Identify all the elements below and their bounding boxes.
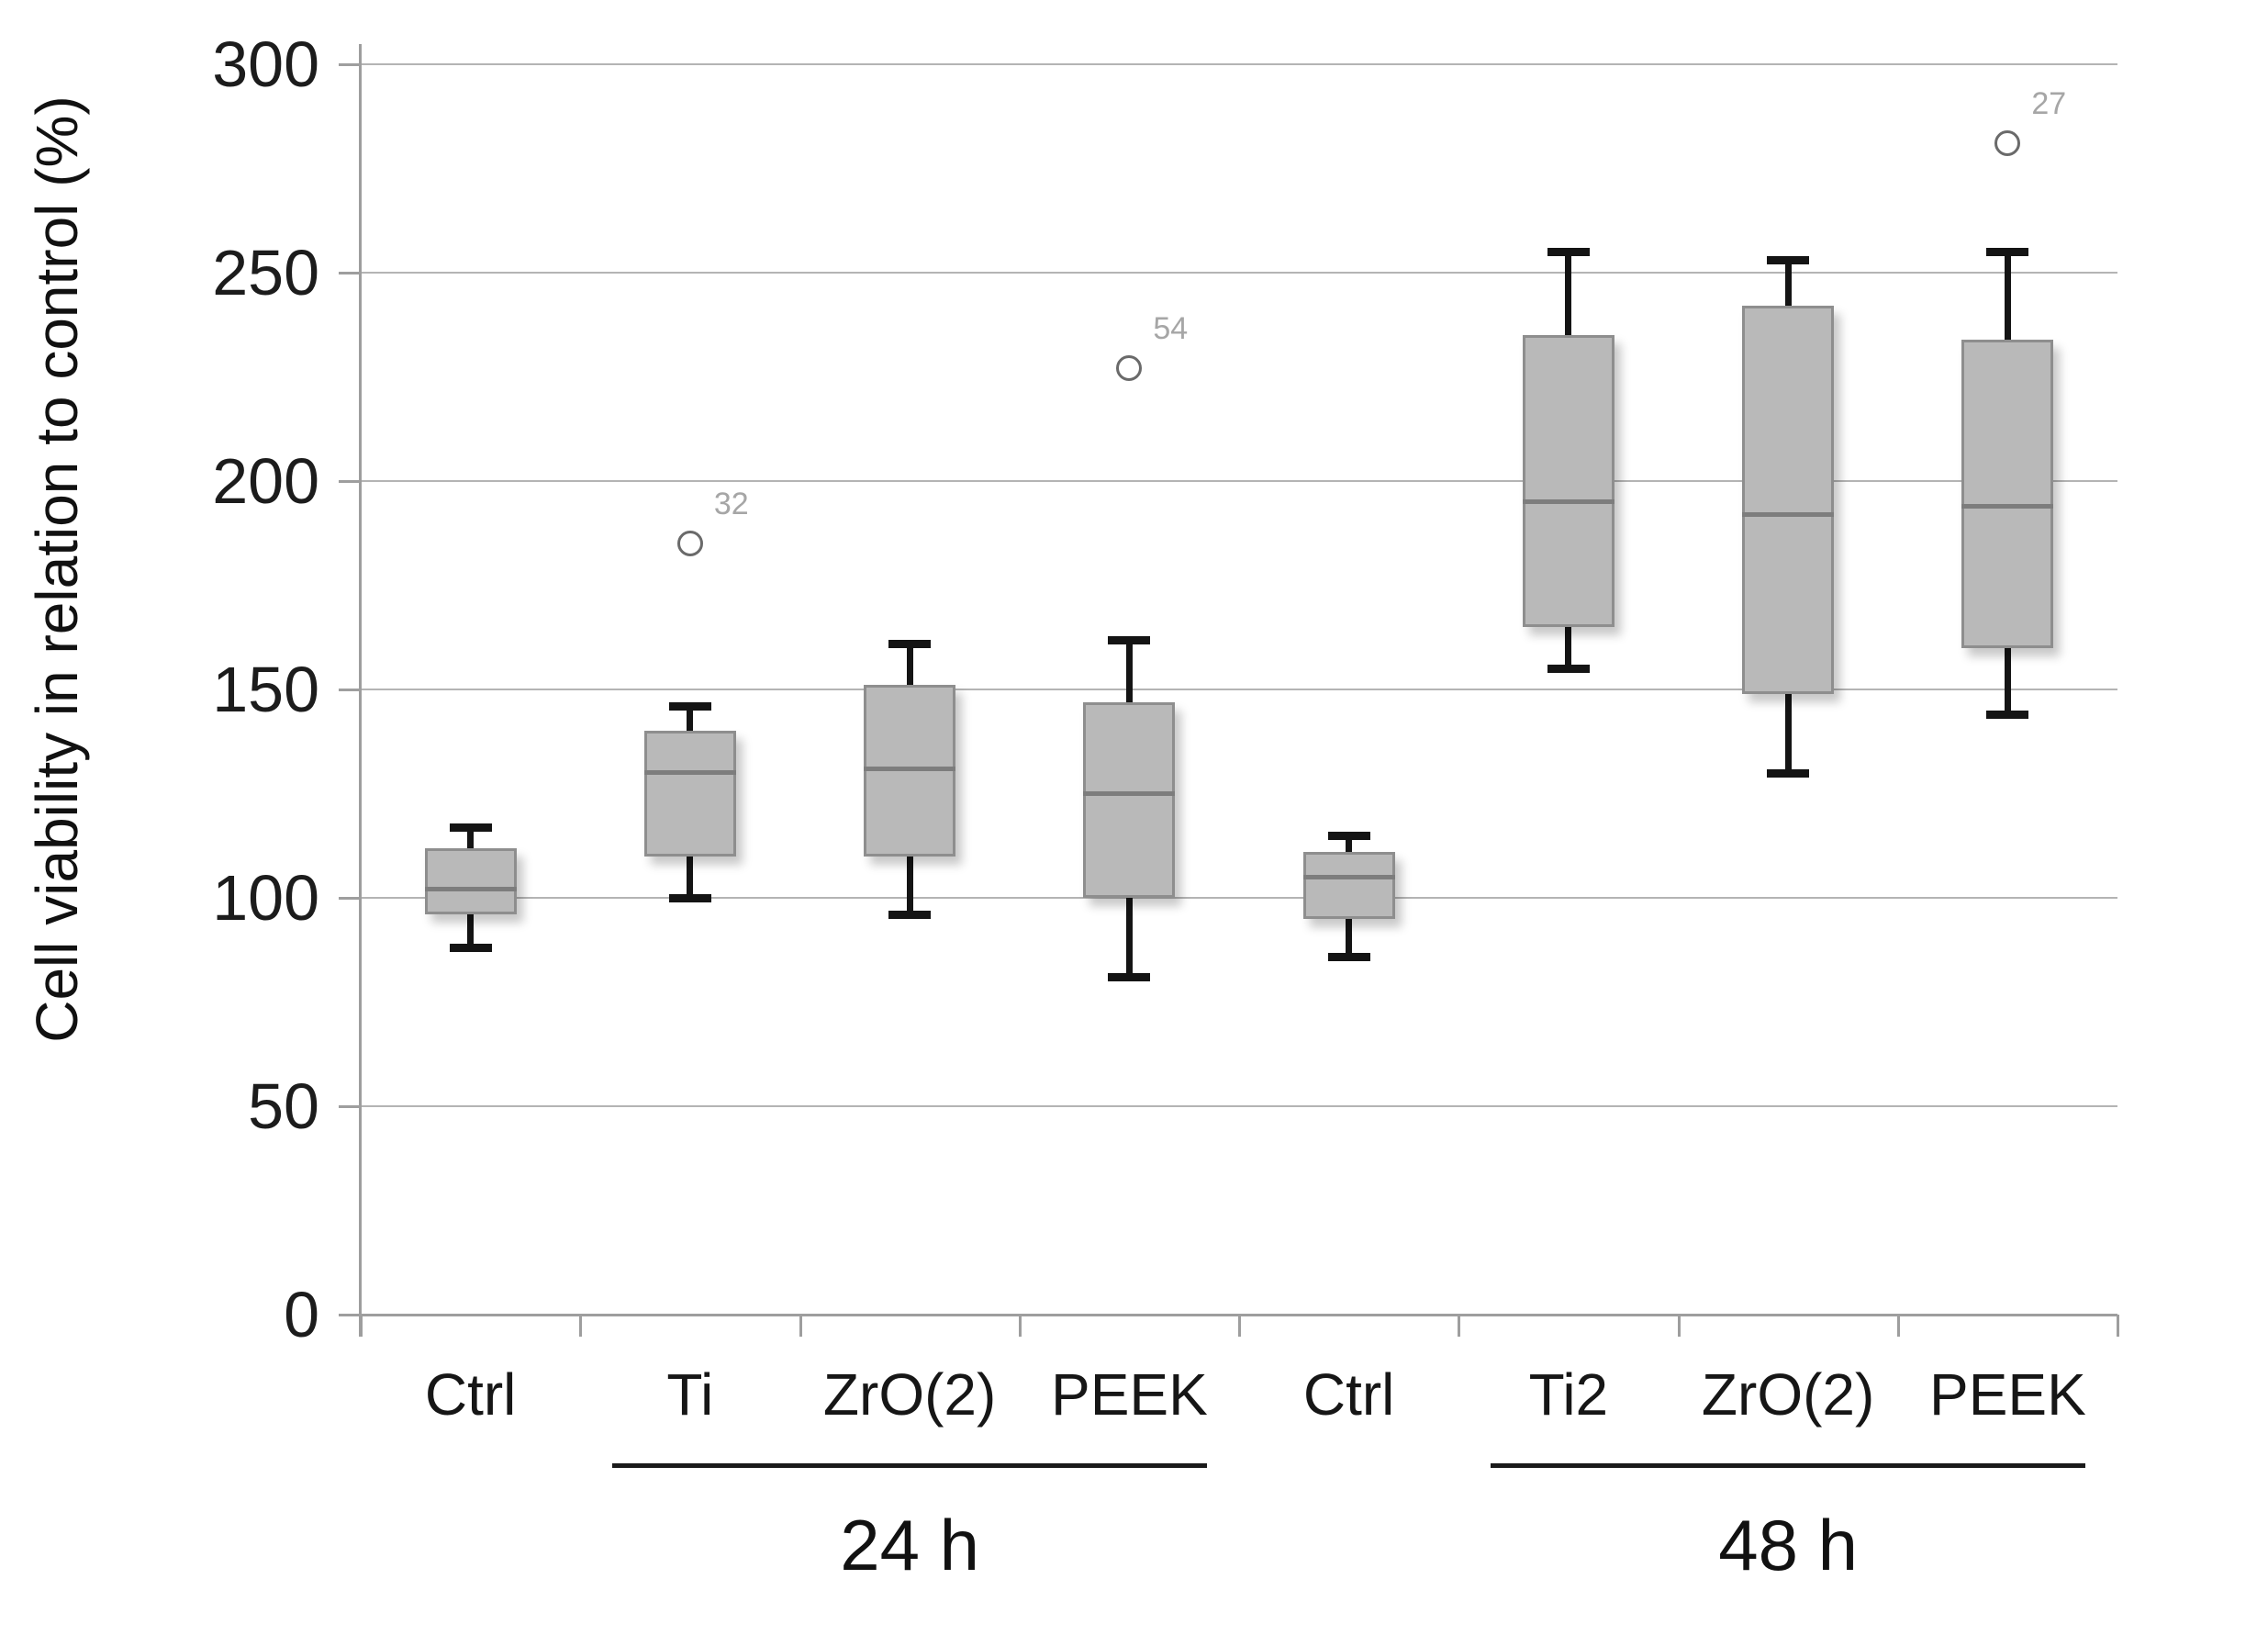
x-axis-tick	[1458, 1315, 1461, 1337]
lower-whisker-stem	[1125, 898, 1133, 978]
group-underline	[1490, 1463, 2086, 1468]
lower-whisker-cap	[888, 911, 932, 920]
x-category-label: Ctrl	[1302, 1361, 1395, 1428]
lower-whisker-stem	[906, 856, 913, 915]
upper-whisker-stem	[2004, 252, 2011, 340]
y-tick-label: 150	[212, 654, 319, 725]
upper-whisker-stem	[906, 644, 913, 686]
x-category-label: PEEK	[1051, 1361, 1208, 1428]
group-label: 24 h	[840, 1505, 980, 1585]
x-category-label: ZrO(2)	[1701, 1361, 1875, 1428]
box-iqr	[424, 847, 517, 915]
upper-whisker-cap	[668, 702, 711, 711]
x-axis-tick	[1238, 1315, 1241, 1337]
y-axis-tick	[339, 480, 361, 483]
y-tick-label: 300	[212, 28, 319, 100]
upper-whisker-cap	[1767, 256, 1810, 265]
outlier-label: 27	[2031, 86, 2067, 122]
y-tick-label: 100	[212, 862, 319, 934]
lower-whisker-stem	[687, 856, 694, 898]
group-label: 48 h	[1718, 1505, 1859, 1585]
lower-whisker-cap	[1108, 973, 1151, 982]
x-axis-tick	[360, 1315, 363, 1337]
box-iqr	[1742, 306, 1835, 694]
x-axis-tick	[579, 1315, 583, 1337]
y-tick-label: 50	[248, 1070, 319, 1142]
lower-whisker-stem	[1346, 918, 1353, 957]
upper-whisker-stem	[687, 706, 694, 732]
x-axis-tick	[2117, 1315, 2119, 1337]
box-iqr	[1083, 701, 1176, 898]
x-axis-tick	[799, 1315, 802, 1337]
outlier-marker	[676, 531, 703, 557]
median-line	[424, 887, 517, 892]
upper-whisker-cap	[888, 640, 932, 649]
x-category-label: PEEK	[1929, 1361, 2086, 1428]
x-axis-tick	[1018, 1315, 1022, 1337]
gridline	[361, 272, 2117, 274]
x-category-label: Ctrl	[424, 1361, 517, 1428]
y-tick-label: 200	[212, 445, 319, 517]
x-axis-tick	[1896, 1315, 1900, 1337]
upper-whisker-cap	[449, 823, 492, 832]
y-axis-line	[359, 44, 362, 1337]
lower-whisker-cap	[1986, 711, 2029, 720]
box-iqr	[1302, 852, 1395, 919]
median-line	[1961, 503, 2054, 509]
gridline	[361, 689, 2117, 690]
lower-whisker-cap	[1547, 665, 1590, 674]
y-axis-tick	[339, 63, 361, 66]
median-line	[1083, 791, 1176, 796]
upper-whisker-cap	[1327, 831, 1370, 840]
upper-whisker-stem	[1784, 260, 1792, 307]
upper-whisker-cap	[1986, 248, 2029, 257]
lower-whisker-stem	[1565, 626, 1572, 669]
upper-whisker-cap	[1108, 635, 1151, 644]
median-line	[864, 766, 956, 771]
x-axis-tick	[1677, 1315, 1681, 1337]
y-axis-tick	[339, 689, 361, 691]
box-iqr	[643, 731, 736, 857]
outlier-label: 32	[713, 487, 749, 522]
lower-whisker-cap	[668, 894, 711, 902]
lower-whisker-cap	[1327, 952, 1370, 961]
outlier-marker	[1994, 130, 2021, 157]
gridline	[361, 480, 2117, 482]
median-line	[1522, 499, 1614, 505]
y-axis-tick	[339, 1105, 361, 1108]
outlier-marker	[1116, 355, 1143, 382]
x-category-label: Ti2	[1528, 1361, 1609, 1428]
upper-whisker-cap	[1547, 248, 1590, 257]
upper-whisker-stem	[1565, 252, 1572, 336]
median-line	[1742, 511, 1835, 517]
y-tick-label: 250	[212, 237, 319, 308]
y-axis-title: Cell viability in relation to control (%…	[24, 95, 90, 1043]
y-tick-label: 0	[284, 1279, 319, 1350]
y-axis-tick	[339, 897, 361, 900]
upper-whisker-stem	[1346, 834, 1353, 853]
lower-whisker-stem	[1784, 693, 1792, 773]
group-underline	[611, 1463, 1208, 1468]
x-category-label: ZrO(2)	[822, 1361, 997, 1428]
box-iqr	[1961, 339, 2054, 648]
upper-whisker-stem	[467, 826, 475, 848]
median-line	[643, 770, 736, 776]
box-iqr	[1522, 335, 1614, 627]
upper-whisker-stem	[1125, 639, 1133, 702]
lower-whisker-cap	[1767, 768, 1810, 778]
y-axis-tick	[339, 1314, 361, 1316]
x-category-label: Ti	[666, 1361, 714, 1428]
gridline	[361, 1105, 2117, 1107]
outlier-label: 54	[1153, 311, 1189, 347]
y-axis-tick	[339, 272, 361, 274]
median-line	[1302, 874, 1395, 879]
lower-whisker-stem	[2004, 647, 2011, 715]
gridline	[361, 63, 2117, 65]
lower-whisker-stem	[467, 914, 475, 948]
lower-whisker-cap	[449, 944, 492, 953]
gridline	[361, 897, 2117, 899]
